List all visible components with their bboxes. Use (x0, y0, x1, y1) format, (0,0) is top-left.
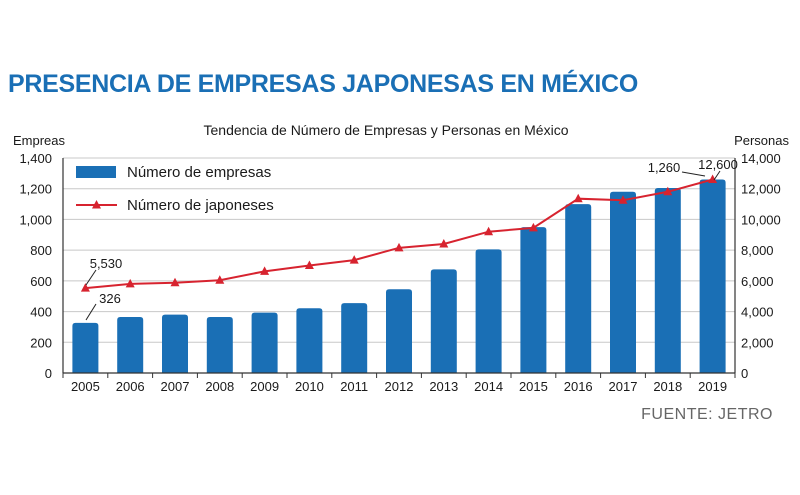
y-tick-label-right: 6,000 (741, 274, 774, 289)
line-marker (260, 266, 270, 275)
x-tick-label: 2016 (564, 379, 593, 394)
bar (117, 316, 144, 373)
line-marker (484, 226, 494, 236)
y-tick-label-right: 14,000 (741, 151, 781, 166)
y-tick-label-left: 400 (30, 305, 52, 320)
x-tick-label: 2009 (250, 379, 279, 394)
x-tick-label: 2010 (295, 379, 324, 394)
y-tick-label-left: 1,400 (19, 151, 52, 166)
bar (296, 308, 323, 373)
bar (520, 227, 547, 373)
bar (386, 289, 412, 373)
annotation-label: 326 (99, 291, 121, 306)
x-tick-label: 2007 (161, 379, 190, 394)
annotation-leader (85, 269, 97, 286)
bar (251, 312, 278, 373)
bar (565, 204, 592, 373)
bar (430, 269, 457, 373)
legend-label-line: Número de japoneses (127, 197, 274, 214)
annotation-label: 12,600 (698, 157, 738, 172)
legend-label-bars: Número de empresas (127, 164, 271, 181)
y-axis-left-label: Empreas (13, 133, 66, 148)
bar (610, 191, 636, 373)
x-tick-label: 2005 (71, 379, 100, 394)
line-marker (439, 239, 449, 248)
chart-title: Tendencia de Número de Empresas y Person… (204, 122, 569, 138)
bar (72, 322, 99, 373)
y-tick-label-right: 8,000 (741, 243, 774, 258)
line-marker (663, 186, 673, 196)
y-tick-label-right: 0 (741, 366, 748, 381)
bar (475, 249, 502, 373)
x-tick-label: 2018 (653, 379, 682, 394)
bar (206, 316, 233, 373)
annotation-label: 5,530 (90, 256, 123, 271)
headline: PRESENCIA DE EMPRESAS JAPONESAS EN MÉXIC… (8, 70, 638, 98)
bar (341, 303, 368, 373)
y-tick-label-right: 12,000 (741, 182, 781, 197)
x-tick-label: 2012 (385, 379, 414, 394)
line-marker (80, 283, 90, 292)
y-axis-right-label: Personas (734, 133, 789, 148)
line-marker (618, 195, 628, 204)
line-marker (304, 260, 314, 269)
y-tick-label-right: 4,000 (741, 305, 774, 320)
bar (699, 179, 726, 373)
y-tick-label-left: 800 (30, 243, 52, 258)
line-marker (125, 278, 135, 288)
x-tick-label: 2011 (340, 379, 368, 394)
annotation-leader (85, 303, 97, 321)
y-tick-label-left: 1,200 (19, 182, 52, 197)
x-tick-label: 2015 (519, 379, 548, 394)
y-tick-label-right: 2,000 (741, 335, 774, 350)
y-tick-label-right: 10,000 (741, 212, 781, 227)
line-marker (170, 277, 180, 287)
bar (162, 314, 188, 373)
legend-swatch-bars (76, 166, 116, 178)
annotation-label: 1,260 (648, 160, 681, 175)
y-tick-label-left: 1,000 (19, 212, 52, 227)
x-tick-label: 2019 (698, 379, 727, 394)
x-tick-label: 2006 (116, 379, 145, 394)
line-marker (528, 222, 538, 232)
legend-marker-line (92, 200, 101, 209)
line-marker (708, 174, 718, 183)
y-tick-label-left: 600 (30, 274, 52, 289)
bar (654, 187, 681, 373)
line-marker (349, 255, 359, 264)
x-tick-label: 2008 (205, 379, 234, 394)
line-marker (394, 242, 404, 252)
x-tick-label: 2014 (474, 379, 503, 394)
x-tick-label: 2017 (609, 379, 638, 394)
annotation-leader (713, 170, 721, 181)
line-marker (215, 275, 225, 284)
annotation-leader (681, 171, 706, 177)
line-marker (573, 193, 583, 203)
source-note: FUENTE: JETRO (641, 406, 773, 423)
x-tick-label: 2013 (429, 379, 458, 394)
y-tick-label-left: 0 (45, 366, 52, 381)
y-tick-label-left: 200 (30, 335, 52, 350)
